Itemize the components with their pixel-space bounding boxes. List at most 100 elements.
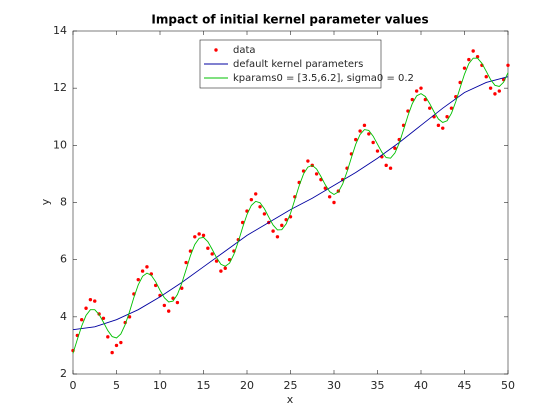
y-tick-label: 4 (60, 310, 67, 323)
data-point (275, 235, 280, 239)
data-point (93, 299, 97, 303)
data-point (201, 233, 206, 238)
legend-box (199, 39, 382, 89)
data-point (436, 123, 441, 128)
data-point (262, 212, 267, 216)
x-tick-label: 20 (240, 379, 254, 392)
data-point (384, 163, 388, 168)
data-point (423, 97, 428, 102)
series-line (72, 57, 509, 354)
y-tick-label: 14 (53, 24, 67, 37)
x-tick-label: 5 (113, 379, 120, 392)
data-point (314, 172, 319, 176)
series-line (72, 76, 509, 331)
x-tick-label: 0 (70, 379, 77, 392)
x-tick-label: 35 (371, 379, 385, 392)
data-point (258, 205, 262, 209)
y-tick-label: 8 (60, 196, 67, 209)
data-point (327, 195, 332, 199)
data-point (354, 137, 358, 142)
data-point (197, 232, 201, 236)
x-tick-label: 25 (284, 379, 298, 392)
data-point (188, 249, 193, 253)
data-point (449, 106, 454, 110)
data-point (280, 223, 284, 228)
data-point (80, 317, 84, 322)
data-point (375, 149, 380, 153)
data-point (414, 89, 419, 93)
data-point (240, 220, 245, 225)
data-point (249, 197, 254, 202)
data-point (119, 340, 123, 345)
chart-title: Impact of initial kernel parameter value… (151, 13, 428, 27)
data-point (219, 269, 223, 273)
y-tick-label: 6 (60, 253, 67, 266)
data-point (162, 303, 167, 308)
data-point (180, 286, 184, 290)
data-point (193, 235, 197, 239)
y-axis-label: y (39, 198, 52, 205)
data-point (410, 97, 414, 102)
data-point (475, 55, 480, 59)
data-point (88, 297, 93, 302)
x-tick-label: 45 (458, 379, 472, 392)
data-point (445, 115, 449, 119)
data-point (393, 146, 397, 150)
data-point (462, 66, 467, 70)
data-point (419, 86, 423, 90)
data-point (458, 80, 462, 85)
data-point (497, 89, 501, 93)
y-tick-label: 12 (53, 81, 67, 94)
x-axis-label: x (287, 393, 294, 406)
data-point (488, 86, 493, 90)
data-point (362, 123, 367, 128)
data-point (332, 200, 336, 205)
data-point (506, 63, 510, 67)
data-point (467, 57, 471, 62)
legend-label: default kernel parameters (233, 59, 363, 70)
data-point (140, 269, 145, 273)
data-point (101, 316, 106, 320)
legend-swatch (214, 48, 218, 52)
data-point (388, 166, 393, 170)
data-point (206, 246, 210, 250)
data-point (406, 109, 410, 113)
data-point (145, 265, 149, 269)
x-tick-label: 30 (327, 379, 341, 392)
y-tick-label: 2 (60, 367, 67, 380)
data-point (106, 335, 110, 339)
data-point (493, 92, 497, 96)
data-point (210, 252, 214, 256)
data-point (223, 266, 227, 270)
data-point (114, 343, 119, 348)
data-point (127, 315, 132, 319)
data-point (428, 106, 432, 110)
data-point (441, 126, 445, 130)
x-tick-label: 10 (153, 379, 167, 392)
data-point (323, 186, 327, 190)
x-tick-label: 15 (197, 379, 211, 392)
data-point (175, 300, 180, 305)
x-tick-label: 40 (414, 379, 428, 392)
legend-label: data (233, 45, 256, 56)
data-point (110, 350, 114, 355)
data-point (371, 140, 375, 145)
y-tick-label: 10 (53, 138, 67, 151)
data-point (184, 260, 188, 265)
data-point (358, 129, 362, 133)
legend-label: kparams0 = [3.5,6.2], sigma0 = 0.2 (233, 73, 414, 84)
data-point (136, 277, 140, 282)
data-point (254, 192, 258, 196)
data-point (484, 75, 488, 79)
data-point (214, 259, 219, 263)
data-point (271, 229, 275, 233)
data-point (84, 306, 88, 310)
data-point (306, 159, 310, 163)
x-tick-label: 50 (501, 379, 515, 392)
data-point (471, 49, 475, 53)
data-point (153, 283, 158, 288)
data-point (367, 132, 371, 136)
data-point (167, 309, 171, 313)
data-point (284, 217, 288, 222)
